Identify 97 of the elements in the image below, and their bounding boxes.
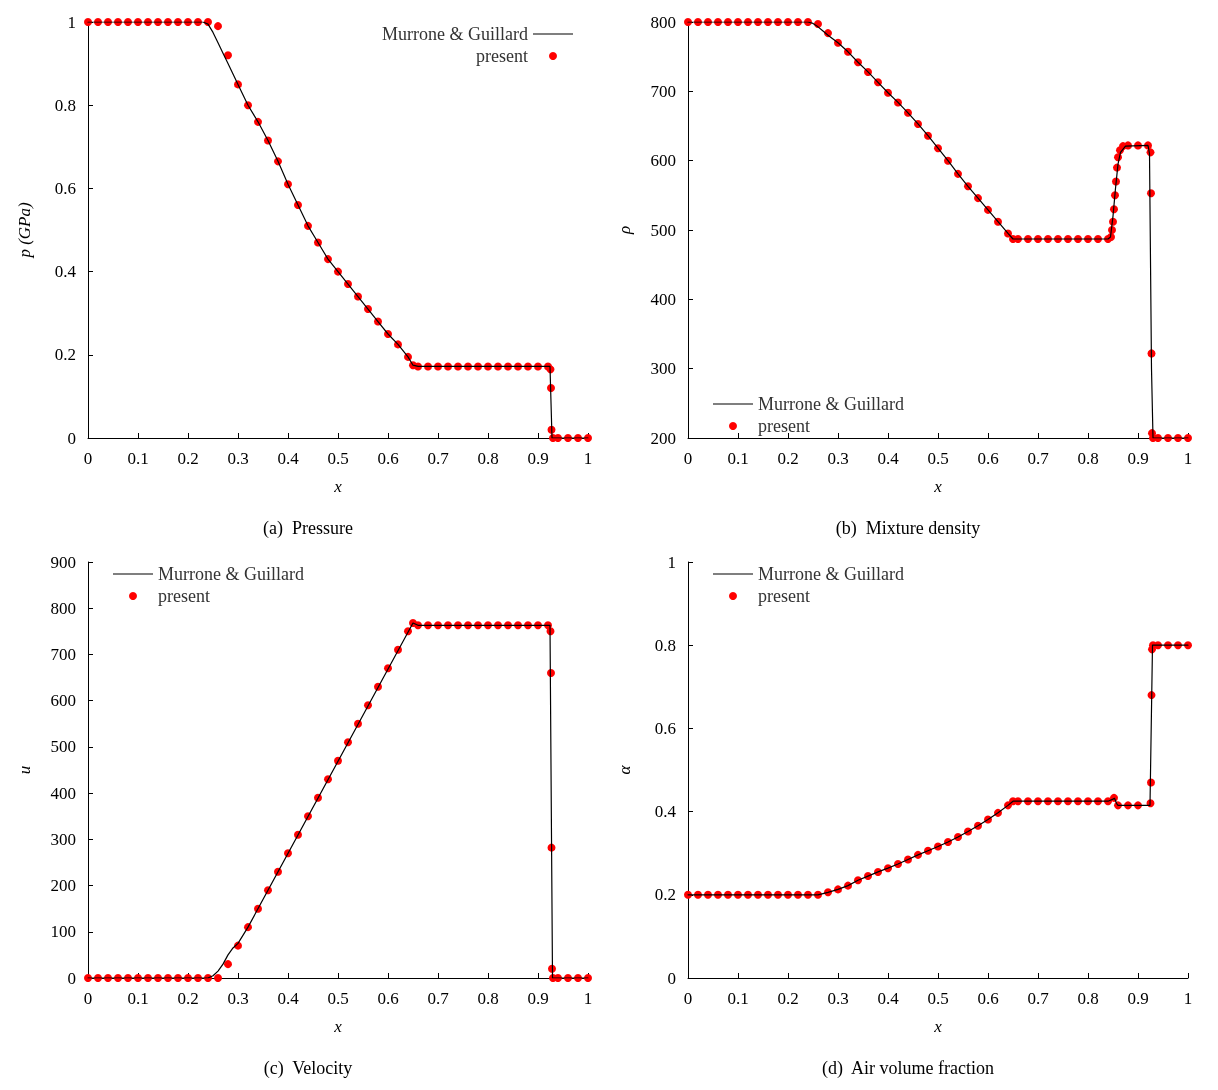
legend-label: present [158, 586, 210, 606]
y-tick-label: 800 [50, 598, 76, 618]
x-tick-label: 0.4 [277, 449, 300, 468]
x-tick-label: 0 [683, 989, 693, 1008]
y-tick-label: 400 [50, 783, 76, 803]
x-tick-label: 0.8 [477, 449, 499, 468]
y-tick-label: 0.4 [654, 802, 677, 822]
y-tick-label: 0 [67, 428, 76, 448]
x-axis-title: x [933, 1017, 943, 1036]
point [214, 974, 222, 982]
x-tick-label: 0.2 [177, 449, 199, 468]
y-tick-label: 300 [50, 829, 76, 849]
y-tick-label: 0 [667, 968, 676, 988]
y-tick-label: 0 [67, 968, 76, 988]
text: (a) Pressure [263, 518, 353, 539]
legend-label: present [758, 416, 810, 436]
x-axis-title: x [333, 477, 343, 496]
y-tick-label: 500 [50, 737, 76, 757]
y-tick-label: 0.2 [54, 345, 76, 365]
y-tick-label: 600 [650, 151, 676, 171]
point [224, 51, 232, 60]
y-tick-label: 0.6 [54, 178, 76, 198]
y-tick-label: 200 [650, 428, 676, 448]
y-tick-label: 200 [50, 876, 76, 896]
y-tick-label: 800 [650, 12, 676, 32]
text: (d) Air volume fraction [822, 1058, 994, 1079]
x-tick-label: 1 [583, 449, 593, 468]
x-tick-label: 0.3 [827, 449, 849, 468]
x-tick-label: 0 [683, 449, 693, 468]
x-tick-label: 0.3 [227, 989, 249, 1008]
x-tick-label: 0.9 [527, 449, 549, 468]
x-tick-label: 0.1 [727, 989, 749, 1008]
y-tick-label: 500 [650, 220, 676, 240]
x-axis-title: x [933, 477, 943, 496]
x-tick-label: 0.6 [977, 989, 999, 1008]
y-axis-title: u [15, 765, 34, 775]
x-tick-label: 0.7 [1027, 449, 1050, 468]
x-tick-label: 0.4 [277, 989, 300, 1008]
x-tick-label: 0.7 [427, 449, 450, 468]
x-tick-label: 0.9 [1127, 449, 1149, 468]
legend-label: Murrone & Guillard [758, 564, 904, 584]
legend-label: Murrone & Guillard [758, 394, 904, 414]
y-tick-label: 700 [50, 644, 76, 664]
legend-label: Murrone & Guillard [382, 24, 528, 44]
x-tick-label: 0.7 [1027, 989, 1050, 1008]
y-tick-label: 400 [650, 289, 676, 309]
point [214, 22, 222, 31]
x-tick-label: 0.7 [427, 989, 450, 1008]
point [224, 960, 232, 969]
x-tick-label: 0.6 [977, 449, 999, 468]
text: (b) Mixture density [835, 518, 981, 539]
x-tick-label: 0.5 [327, 989, 349, 1008]
x-tick-label: 1 [583, 989, 593, 1008]
y-tick-label: 300 [650, 359, 676, 379]
y-tick-label: 0.8 [654, 635, 676, 655]
y-tick-label: 0.8 [54, 95, 76, 115]
y-tick-label: 0.6 [654, 718, 676, 738]
y-tick-label: 600 [50, 691, 76, 711]
legend-label: present [476, 46, 528, 66]
x-tick-label: 0.1 [127, 449, 149, 468]
y-axis-title: ρ [615, 225, 634, 236]
text: (c) Velocity [263, 1058, 353, 1079]
x-tick-label: 0.8 [477, 989, 499, 1008]
x-tick-label: 0.8 [1077, 449, 1099, 468]
legend-label: Murrone & Guillard [158, 564, 304, 584]
x-tick-label: 0.4 [877, 449, 900, 468]
x-tick-label: 1 [1183, 449, 1193, 468]
y-tick-label: 0.4 [54, 262, 77, 282]
x-tick-label: 0.9 [527, 989, 549, 1008]
x-tick-label: 0.1 [727, 449, 749, 468]
x-tick-label: 0.4 [877, 989, 900, 1008]
x-axis-title: x [333, 1017, 343, 1036]
x-tick-label: 0 [83, 449, 93, 468]
x-tick-label: 0.5 [927, 989, 949, 1008]
legend-label: present [758, 586, 810, 606]
y-tick-label: 100 [50, 922, 76, 942]
y-tick-label: 1 [67, 12, 76, 32]
x-tick-label: 0.3 [827, 989, 849, 1008]
x-tick-label: 0.2 [777, 989, 799, 1008]
x-tick-label: 0.5 [927, 449, 949, 468]
y-tick-label: 1 [667, 552, 676, 572]
x-tick-label: 0 [83, 989, 93, 1008]
x-tick-label: 1 [1183, 989, 1193, 1008]
x-tick-label: 0.8 [1077, 989, 1099, 1008]
x-tick-label: 0.5 [327, 449, 349, 468]
y-axis-title: p (GPa) [15, 202, 34, 259]
y-axis-title: α [615, 764, 634, 775]
x-tick-label: 0.3 [227, 449, 249, 468]
y-tick-label: 700 [650, 81, 676, 101]
x-tick-label: 0.2 [777, 449, 799, 468]
x-tick-label: 0.6 [377, 989, 399, 1008]
y-tick-label: 900 [50, 552, 76, 572]
x-tick-label: 0.1 [127, 989, 149, 1008]
y-tick-label: 0.2 [654, 885, 676, 905]
x-tick-label: 0.2 [177, 989, 199, 1008]
x-tick-label: 0.9 [1127, 989, 1149, 1008]
x-tick-label: 0.6 [377, 449, 399, 468]
